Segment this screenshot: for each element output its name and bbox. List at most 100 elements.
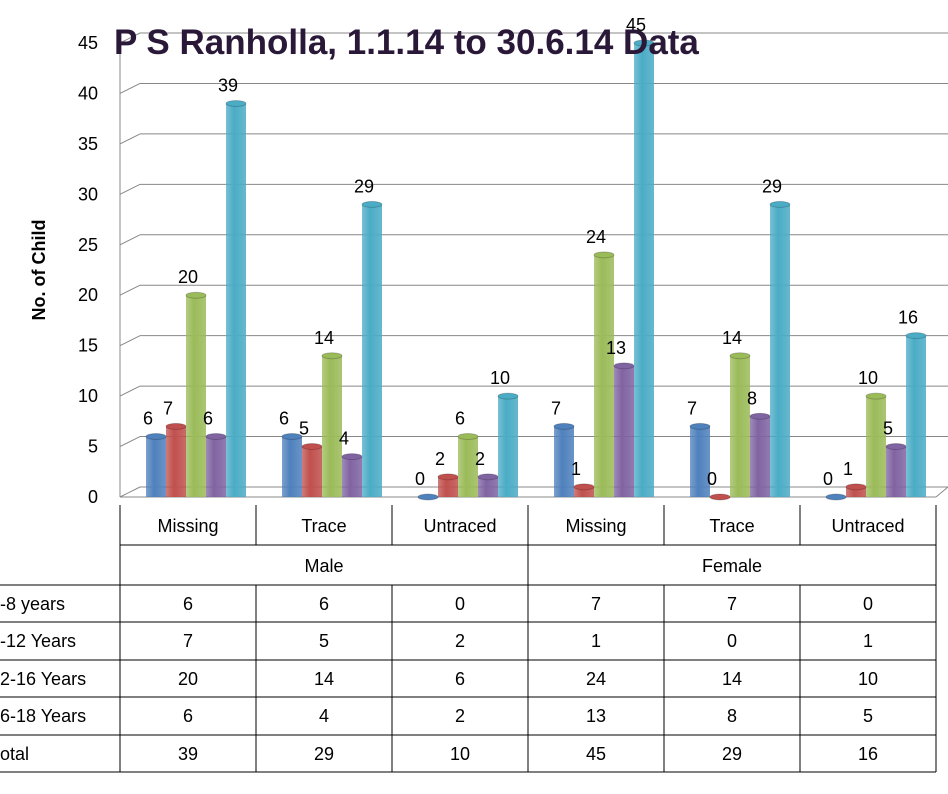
table-value: 1 (863, 631, 873, 651)
bar-cap (185, 291, 207, 299)
data-label: 45 (626, 15, 646, 35)
bar-cap (709, 493, 731, 501)
bar (342, 456, 362, 497)
bar-cap (205, 432, 227, 440)
table-value: 39 (178, 744, 198, 764)
table-value: 20 (178, 669, 198, 689)
y-tick-label: 0 (88, 487, 98, 507)
data-label: 7 (551, 398, 561, 418)
bar-cap (613, 362, 635, 370)
data-label: 8 (747, 388, 757, 408)
data-label: 10 (490, 368, 510, 388)
category-label: Untraced (831, 516, 904, 536)
data-label: 4 (339, 429, 349, 449)
grid-depth (119, 335, 141, 347)
table-value: 13 (586, 706, 606, 726)
table-value: 0 (455, 594, 465, 614)
bar-cap (729, 352, 751, 360)
bar-cap (165, 422, 187, 430)
bar-cap (633, 39, 655, 47)
category-label: Trace (301, 516, 346, 536)
table-value: 7 (727, 594, 737, 614)
bar-cap (301, 443, 323, 451)
data-label: 1 (571, 459, 581, 479)
table-value: 10 (450, 744, 470, 764)
bar (458, 436, 478, 497)
bar (438, 476, 458, 497)
y-tick-label: 30 (78, 184, 98, 204)
data-label: 5 (883, 419, 893, 439)
group-label: Female (702, 556, 762, 576)
table-value: 0 (863, 594, 873, 614)
table-value: 45 (586, 744, 606, 764)
grid-depth (119, 82, 141, 94)
data-label: 6 (279, 408, 289, 428)
category-label: Trace (709, 516, 754, 536)
table-value: 7 (183, 631, 193, 651)
data-label: 14 (722, 328, 742, 348)
bar-cap (437, 473, 459, 481)
data-label: 6 (455, 408, 465, 428)
bar-cap (477, 473, 499, 481)
data-label: 2 (435, 449, 445, 469)
series-name: -12 Years (0, 631, 76, 651)
grid-depth (119, 32, 141, 44)
bar-cap (825, 493, 847, 501)
table-value: 10 (858, 669, 878, 689)
axis-floor-back (935, 486, 948, 498)
table-value: 2 (455, 706, 465, 726)
y-tick-label: 35 (78, 134, 98, 154)
table-value: 1 (591, 631, 601, 651)
bar (166, 426, 186, 497)
bar (730, 355, 750, 497)
data-label: 7 (163, 398, 173, 418)
bar (634, 43, 654, 497)
grid-depth (119, 486, 141, 498)
table-value: 16 (858, 744, 878, 764)
table-value: 6 (183, 594, 193, 614)
y-axis-label: No. of Child (29, 220, 49, 321)
data-label: 0 (415, 469, 425, 489)
category-label: Missing (157, 516, 218, 536)
bar-cap (457, 432, 479, 440)
bar (886, 446, 906, 497)
data-label: 16 (898, 308, 918, 328)
bar (226, 103, 246, 498)
table-value: 4 (319, 706, 329, 726)
category-label: Untraced (423, 516, 496, 536)
grid-depth (119, 385, 141, 397)
data-label: 0 (707, 469, 717, 489)
bar (206, 436, 226, 497)
bar-cap (845, 483, 867, 491)
grid-depth (119, 133, 141, 145)
bar-cap (497, 392, 519, 400)
bar (846, 486, 866, 497)
data-label: 6 (143, 408, 153, 428)
bar-cap (361, 200, 383, 208)
bar (186, 295, 206, 497)
table-value: 8 (727, 706, 737, 726)
grid-depth (119, 183, 141, 195)
bar-cap (225, 100, 247, 108)
bar-cap (865, 392, 887, 400)
bar-cap (593, 251, 615, 259)
bar (478, 476, 498, 497)
data-label: 39 (218, 76, 238, 96)
data-label: 13 (606, 338, 626, 358)
bar-cap (689, 422, 711, 430)
data-label: 10 (858, 368, 878, 388)
bar (498, 396, 518, 497)
bar (906, 335, 926, 497)
table-value: 6 (319, 594, 329, 614)
table-value: 6 (183, 706, 193, 726)
series-name: 2-16 Years (0, 669, 86, 689)
bar (866, 396, 886, 497)
bar-cap (145, 432, 167, 440)
bar (322, 355, 342, 497)
bar-cap (885, 443, 907, 451)
data-label: 1 (843, 459, 853, 479)
bar-cap (749, 412, 771, 420)
y-tick-label: 40 (78, 83, 98, 103)
bar (574, 486, 594, 497)
